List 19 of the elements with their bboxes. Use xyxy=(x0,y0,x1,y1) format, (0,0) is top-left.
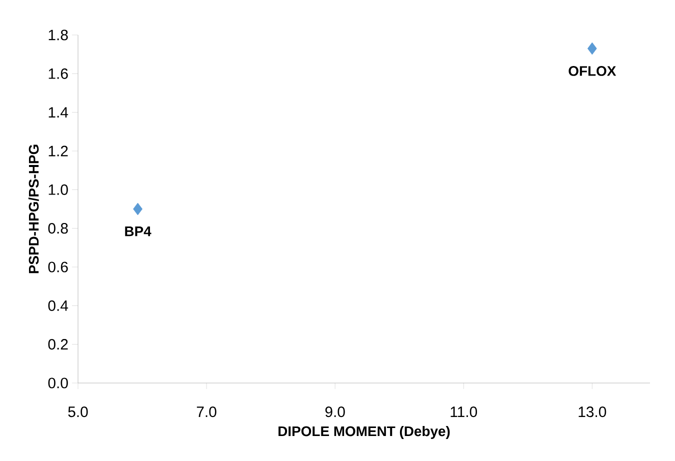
x-tick-label: 11.0 xyxy=(450,406,478,418)
x-tick-label: 5.0 xyxy=(68,406,88,418)
y-tick-label: 0.2 xyxy=(48,339,68,350)
x-tick-label: 9.0 xyxy=(325,406,345,418)
annotation: OFLOX xyxy=(568,66,616,76)
x-tick-label: 13.0 xyxy=(578,406,606,418)
x-axis-title: DIPOLE MOMENT (Debye) xyxy=(278,426,450,439)
y-tick-label: 0.4 xyxy=(48,300,68,311)
annotation: BP4 xyxy=(125,226,152,236)
y-tick-label: 1.2 xyxy=(48,146,68,156)
x-tick-label: 7.0 xyxy=(196,406,216,418)
y-tick-label: 1.8 xyxy=(48,30,68,40)
y-tick-label: 0.0 xyxy=(48,378,68,388)
y-tick-label: 0.6 xyxy=(48,262,68,272)
y-tick-label: 0.8 xyxy=(48,223,68,234)
y-tick-label: 1.6 xyxy=(48,68,68,79)
y-axis-title: PSPD-HPG/PS-HPG xyxy=(28,144,39,274)
y-tick-label: 1.0 xyxy=(48,184,68,195)
y-tick-label: 1.4 xyxy=(48,107,68,118)
